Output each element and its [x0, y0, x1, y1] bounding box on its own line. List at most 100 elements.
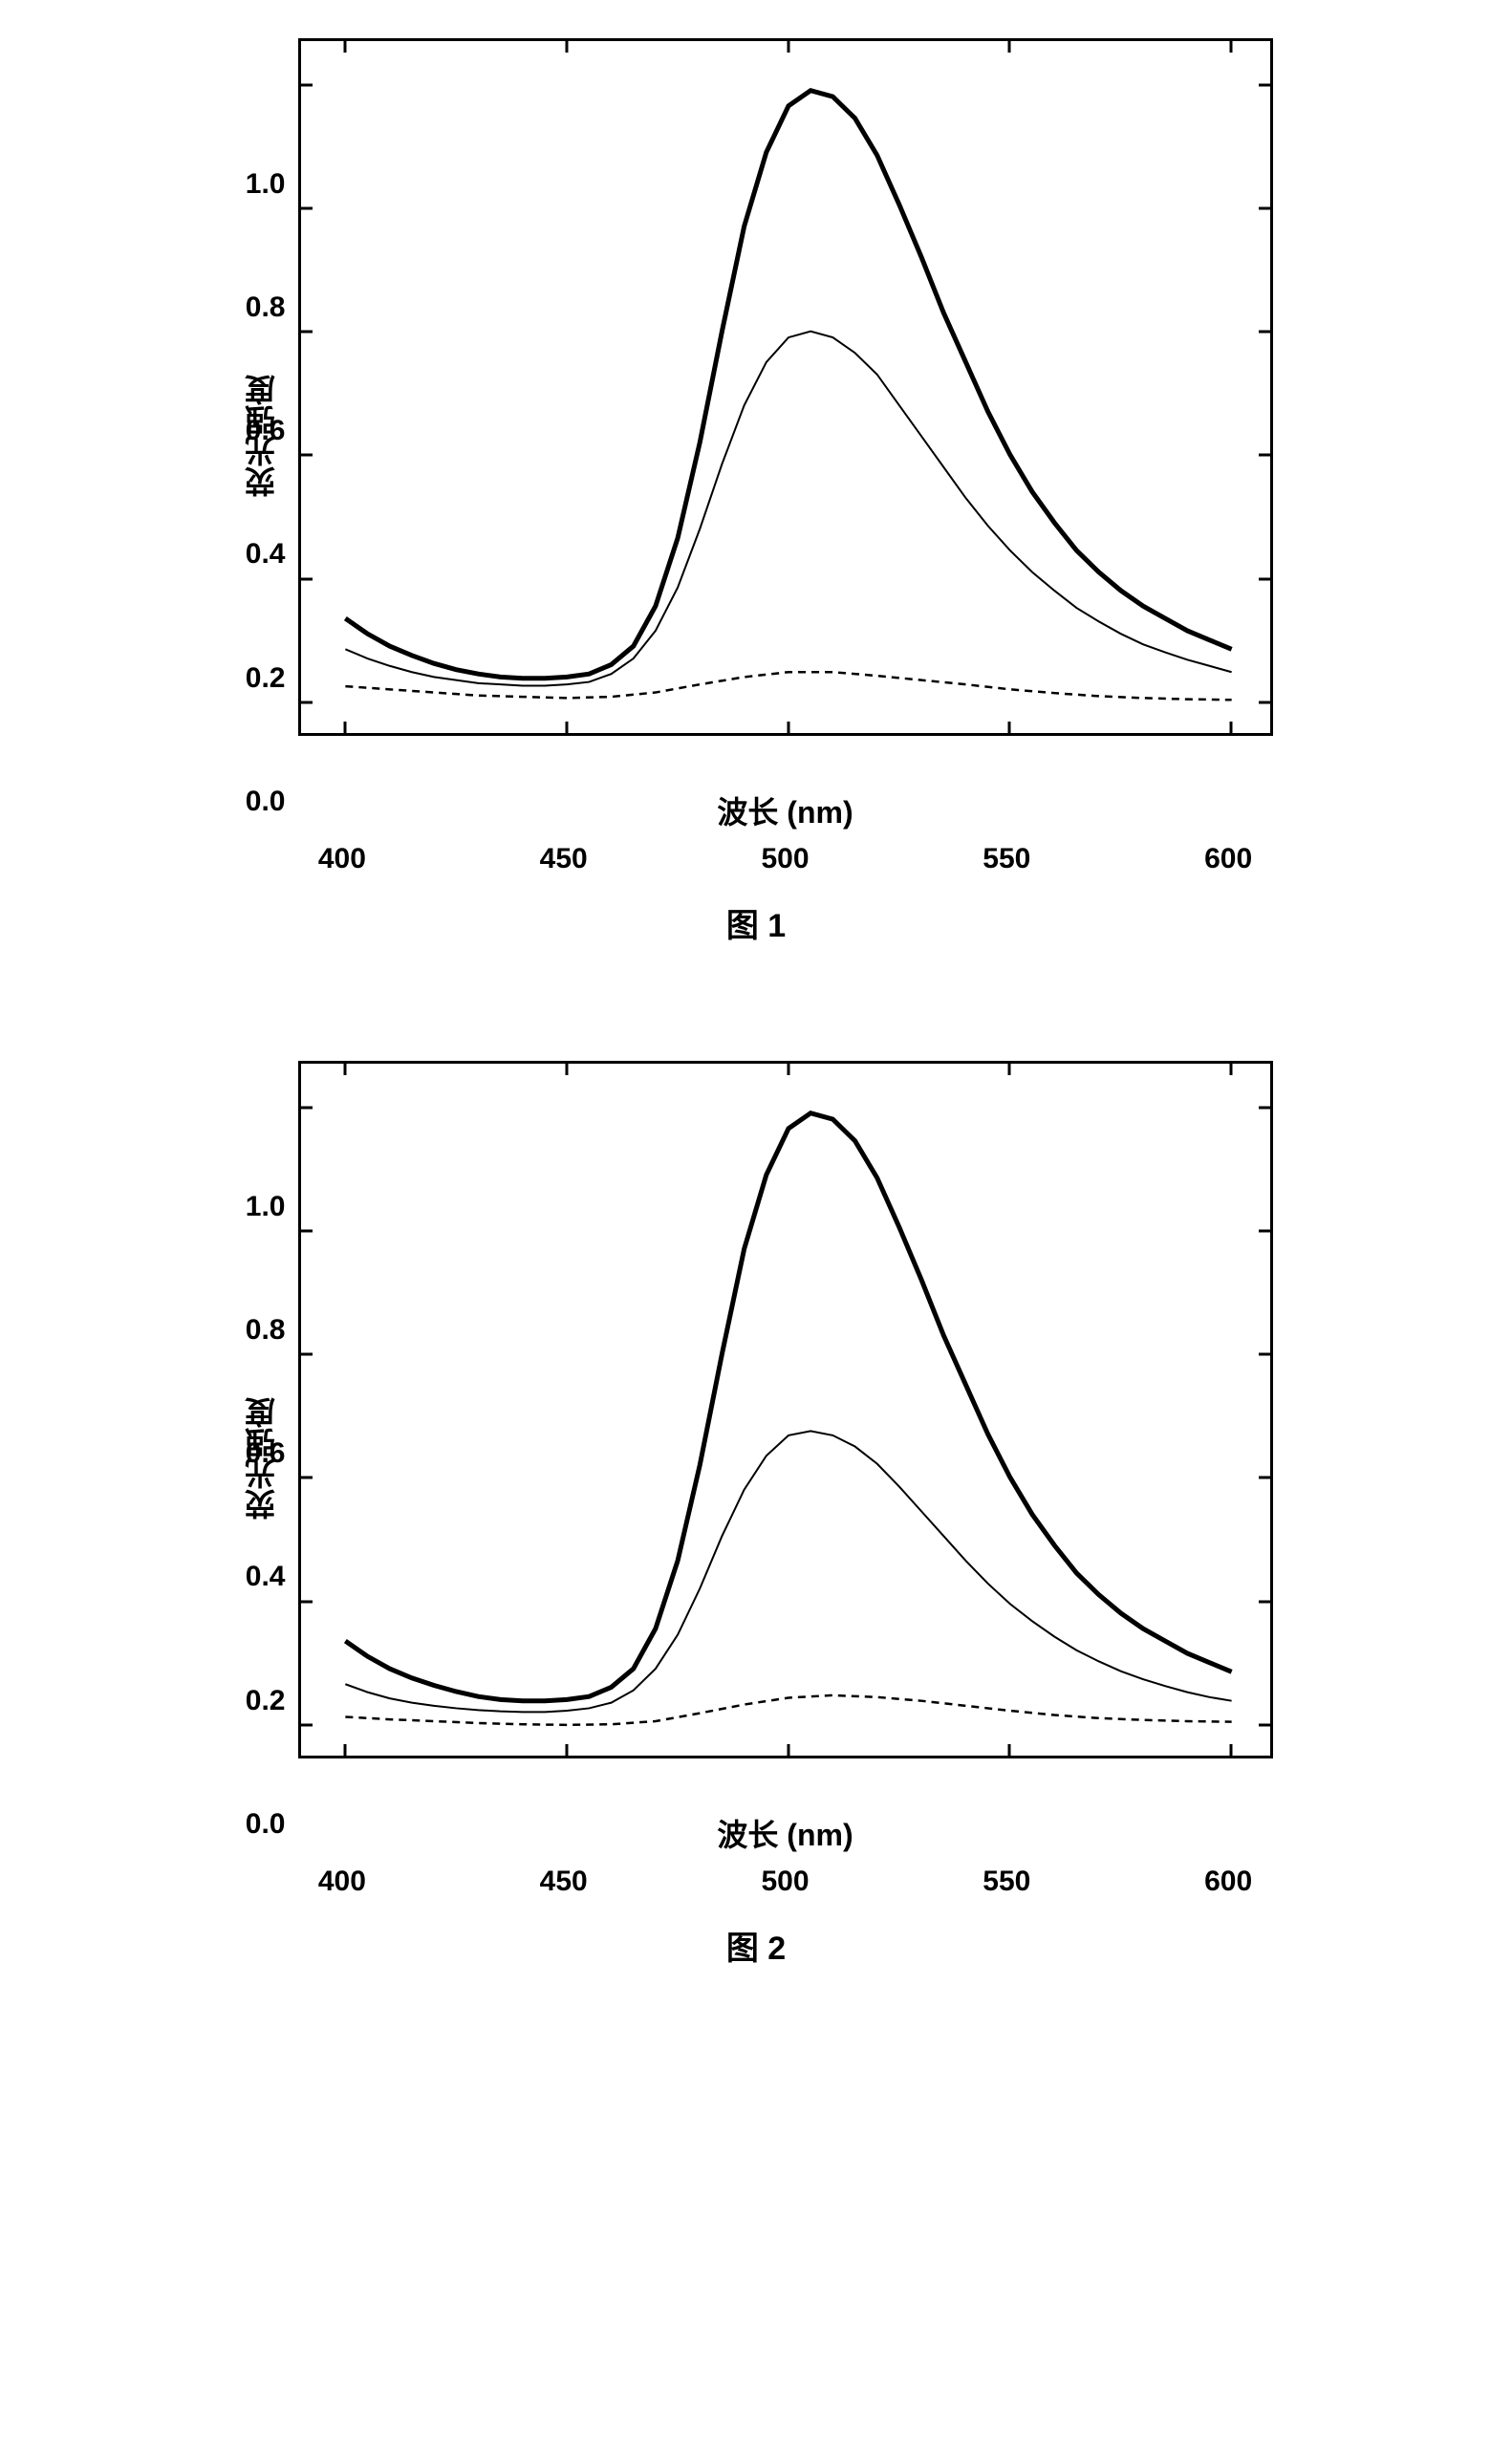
y-tick-mark: [1259, 1353, 1270, 1356]
y-tick-mark: [301, 331, 313, 334]
y-tick-mark: [301, 1477, 313, 1479]
y-tick: 0.8: [246, 1314, 293, 1347]
x-tick-mark: [1008, 1064, 1011, 1075]
x-tick-mark: [1230, 41, 1233, 53]
x-tick-mark: [787, 1744, 789, 1756]
x-tick: 500: [761, 1860, 809, 1898]
y-tick-mark: [301, 1106, 313, 1109]
x-tick-label: 400: [318, 1866, 366, 1898]
x-tick-mark: [787, 41, 789, 53]
chart-wrapper: 荧光强度0.00.20.40.60.81.0400450500550600波长 …: [240, 38, 1273, 832]
chart-wrapper: 荧光强度0.00.20.40.60.81.0400450500550600波长 …: [240, 1061, 1273, 1855]
y-tick-mark: [301, 1353, 313, 1356]
y-tick: 0.4: [246, 538, 293, 571]
x-axis-label: 波长 (nm): [298, 1811, 1273, 1855]
y-tick-mark: [301, 206, 313, 209]
y-tick: 0.6: [246, 415, 293, 447]
chart-svg: [301, 1064, 1276, 1761]
y-tick-mark: [1259, 1106, 1270, 1109]
x-tick-label: 450: [540, 843, 588, 875]
line-series-thick: [345, 1113, 1231, 1701]
x-tick-mark: [565, 41, 568, 53]
x-tick-mark: [1230, 1744, 1233, 1756]
x-tick-mark: [565, 722, 568, 733]
x-tick-mark: [343, 41, 346, 53]
figure-caption: 图 2: [726, 1922, 786, 1969]
x-tick: 400: [318, 1860, 366, 1898]
y-tick: 0.6: [246, 1437, 293, 1470]
y-tick: 0.2: [246, 662, 293, 695]
x-tick: 550: [983, 1860, 1030, 1898]
x-tick: 500: [761, 837, 809, 875]
x-tick-label: 500: [761, 843, 809, 875]
x-tick-label: 550: [983, 843, 1030, 875]
y-tick: 0.2: [246, 1685, 293, 1717]
figure-2: 荧光强度0.00.20.40.60.81.0400450500550600波长 …: [96, 1061, 1416, 1969]
y-tick-label: 0.2: [246, 1685, 286, 1717]
x-tick: 550: [983, 837, 1030, 875]
y-tick-mark: [301, 1229, 313, 1232]
x-tick-mark: [1230, 722, 1233, 733]
y-tick-mark: [1259, 454, 1270, 457]
y-tick-mark: [1259, 1477, 1270, 1479]
line-series-thin: [345, 1431, 1231, 1712]
x-tick-label: 400: [318, 843, 366, 875]
x-tick-mark: [343, 1744, 346, 1756]
x-tick: 600: [1204, 1860, 1252, 1898]
x-tick: 450: [540, 837, 588, 875]
x-tick-label: 500: [761, 1866, 809, 1898]
x-tick-mark: [787, 722, 789, 733]
chart-svg: [301, 41, 1276, 739]
y-tick-mark: [301, 83, 313, 86]
x-tick: 450: [540, 1860, 588, 1898]
y-tick-mark: [301, 701, 313, 703]
y-tick-mark: [1259, 331, 1270, 334]
y-tick-mark: [1259, 1600, 1270, 1603]
y-tick-label: 0.6: [246, 1437, 286, 1470]
y-tick-label: 0.0: [246, 786, 286, 818]
y-tick-label: 1.0: [246, 168, 286, 201]
x-tick-label: 450: [540, 1866, 588, 1898]
y-tick-label: 0.4: [246, 1561, 286, 1593]
x-axis-label: 波长 (nm): [298, 788, 1273, 832]
y-tick-label: 0.4: [246, 538, 286, 571]
y-tick: 0.4: [246, 1561, 293, 1593]
x-tick-mark: [1230, 1064, 1233, 1075]
y-tick-mark: [301, 1600, 313, 1603]
plot-box: [298, 38, 1273, 736]
y-tick-mark: [301, 454, 313, 457]
x-tick-mark: [343, 722, 346, 733]
line-series-thin: [345, 332, 1231, 686]
x-tick-mark: [565, 1064, 568, 1075]
x-tick-mark: [1008, 41, 1011, 53]
y-tick: 0.0: [246, 786, 293, 818]
figure-caption: 图 1: [726, 899, 786, 946]
line-series-thick: [345, 91, 1231, 679]
y-tick-label: 0.6: [246, 415, 286, 447]
x-tick-mark: [787, 1064, 789, 1075]
y-tick-label: 0.8: [246, 291, 286, 324]
y-tick-mark: [1259, 577, 1270, 580]
y-tick-mark: [301, 577, 313, 580]
y-tick-mark: [301, 1723, 313, 1726]
y-tick: 0.0: [246, 1808, 293, 1841]
x-tick-label: 550: [983, 1866, 1030, 1898]
chart-area: 0.00.20.40.60.81.0400450500550600波长 (nm): [298, 38, 1273, 832]
x-tick: 400: [318, 837, 366, 875]
y-tick-label: 0.2: [246, 662, 286, 695]
x-tick: 600: [1204, 837, 1252, 875]
y-tick: 1.0: [246, 168, 293, 201]
y-tick: 1.0: [246, 1191, 293, 1223]
y-tick-label: 0.0: [246, 1808, 286, 1841]
y-tick-mark: [1259, 206, 1270, 209]
y-tick-mark: [1259, 1723, 1270, 1726]
chart-area: 0.00.20.40.60.81.0400450500550600波长 (nm): [298, 1061, 1273, 1855]
x-tick-label: 600: [1204, 1866, 1252, 1898]
x-tick-mark: [1008, 722, 1011, 733]
y-tick-mark: [1259, 83, 1270, 86]
x-tick-mark: [1008, 1744, 1011, 1756]
y-tick-label: 0.8: [246, 1314, 286, 1347]
x-tick-mark: [565, 1744, 568, 1756]
y-tick-mark: [1259, 1229, 1270, 1232]
x-tick-label: 600: [1204, 843, 1252, 875]
